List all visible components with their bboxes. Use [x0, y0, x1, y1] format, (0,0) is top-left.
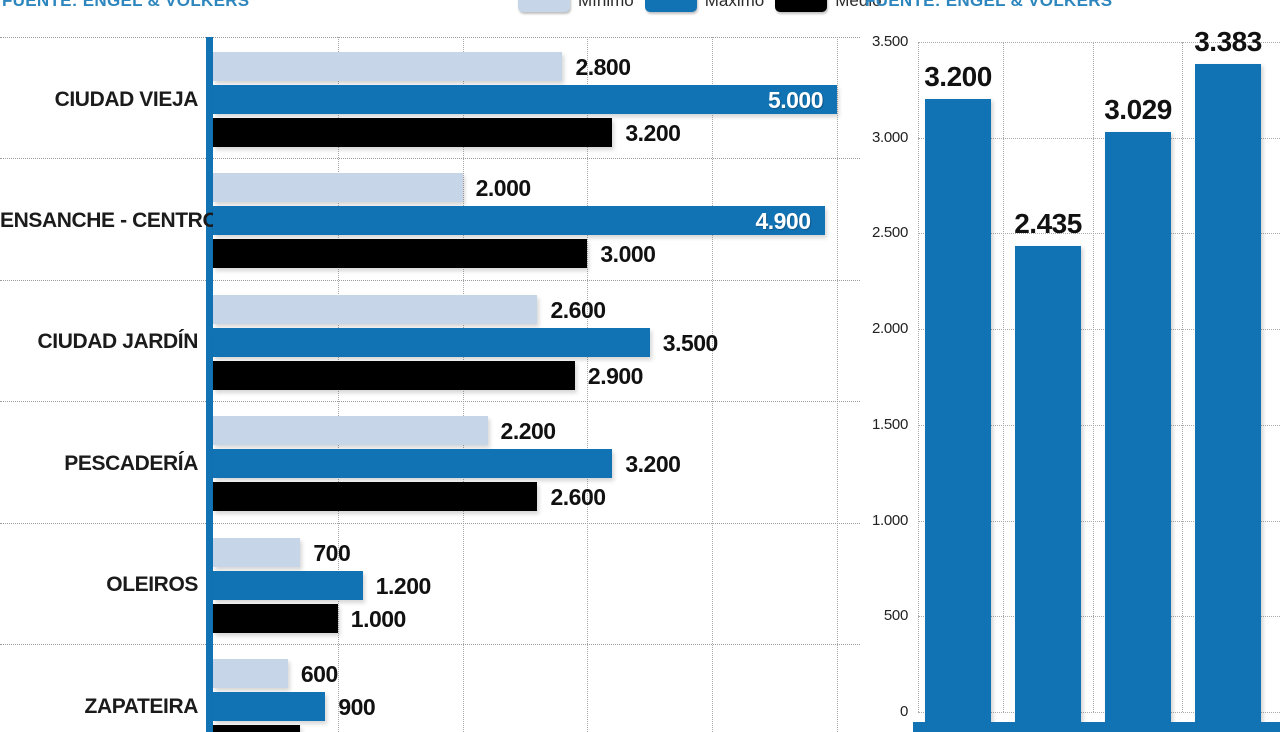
bar-minimo [213, 173, 463, 203]
bar-medio [213, 360, 575, 390]
bar-medio [213, 603, 338, 633]
vertical-bar [1105, 132, 1171, 732]
legend-swatch-medio [775, 0, 828, 12]
gridline-vertical [1182, 42, 1183, 712]
bar-maximo [213, 692, 326, 721]
bar-value-label: 2.435 [1014, 207, 1082, 239]
gridline-horizontal [918, 712, 1280, 713]
bar-maximo [213, 570, 363, 600]
legend-item-maximo: Máximo [644, 0, 765, 12]
bar-value-label: 2.800 [575, 54, 631, 80]
y-axis-tick-label: 3.000 [871, 128, 908, 146]
vertical-bar [925, 99, 991, 732]
row-separator [0, 644, 860, 645]
bar-medio [213, 482, 538, 512]
gridline-horizontal [918, 616, 1280, 618]
gridline-horizontal [918, 137, 1280, 139]
horizontal-bar-chart: CIUDAD VIEJA 2.800 5.000 3.200 ENSANCHE - CE… [0, 37, 860, 732]
bar-value-label: 700 [313, 539, 351, 566]
legend-swatch-minimo [518, 0, 570, 12]
bar-value-label: 2.000 [475, 175, 532, 202]
bar-value-label: 3.500 [662, 329, 719, 356]
gridline-horizontal [918, 233, 1280, 235]
bar-medio [213, 725, 301, 732]
bar-value-label: 3.383 [1194, 26, 1262, 58]
bar-minimo [213, 659, 288, 688]
y-axis-tick-label: 0 [899, 703, 908, 720]
legend-item-minimo: Mínimo [518, 0, 634, 12]
vertical-bar-chart: 3.500 3.000 2.500 2.000 1.500 1.000 500 0 3.200 2… [860, 0, 1280, 732]
gridline-vertical [1003, 42, 1004, 712]
y-axis-tick-label: 2.000 [871, 320, 908, 338]
gridline-vertical [587, 37, 589, 732]
category-label: ZAPATEIRA [84, 694, 199, 718]
vertical-bar [1195, 64, 1261, 732]
gridline-horizontal [918, 329, 1280, 331]
bar-maximo [213, 449, 613, 479]
legend-swatch-maximo [644, 0, 697, 12]
gridline-vertical [837, 37, 838, 732]
bar-maximo [213, 206, 825, 236]
row-separator [0, 37, 860, 38]
bar-value-label: 2.900 [587, 362, 644, 389]
category-label: CIUDAD JARDÍN [37, 330, 199, 354]
gridline-horizontal [918, 520, 1280, 522]
gridline-horizontal [918, 42, 1280, 43]
y-axis-tick-label: 2.500 [871, 224, 908, 242]
bar-value-label: 4.900 [755, 208, 811, 235]
y-axis-tick-label: 1.000 [871, 511, 908, 529]
legend-label-minimo: Mínimo [578, 0, 634, 10]
row-separator [0, 401, 860, 403]
bar-medio [213, 118, 613, 147]
row-separator [0, 158, 860, 160]
bar-value-label: 3.200 [625, 451, 681, 478]
source-credit-left: FUENTE: ENGEL & VOLKERS [2, 0, 250, 10]
bar-value-label: 2.600 [550, 296, 606, 323]
bar-value-label: 3.200 [924, 61, 992, 93]
bar-value-label: 900 [338, 694, 376, 720]
bar-value-label: 3.029 [1104, 94, 1172, 126]
legend: Mínimo Máximo Medio [518, 0, 893, 12]
bar-minimo [213, 537, 301, 567]
bar-maximo [213, 327, 650, 357]
y-axis-tick-label: 500 [883, 607, 908, 625]
row-separator [0, 279, 860, 281]
gridline-horizontal [918, 424, 1280, 426]
bar-value-label: 5.000 [767, 87, 824, 113]
bar-medio [213, 239, 588, 269]
source-credit-right: FUENTE: ENGEL & VOLKERS [865, 0, 1113, 10]
bar-value-label: 700 [313, 725, 350, 732]
legend-label-medio: Medio [835, 0, 882, 10]
category-label: CIUDAD VIEJA [54, 87, 199, 111]
category-label: PESCADERÍA [64, 451, 198, 475]
bar-value-label: 1.000 [350, 605, 407, 632]
bar-value-label: 3.200 [625, 120, 681, 146]
bar-minimo [213, 52, 563, 81]
bar-maximo [213, 85, 837, 114]
x-axis-baseline [913, 722, 1280, 732]
bar-minimo [213, 416, 488, 446]
bar-value-label: 600 [300, 661, 338, 687]
bar-value-label: 2.200 [500, 418, 557, 445]
row-separator [0, 522, 860, 524]
bar-value-label: 3.000 [600, 241, 656, 268]
gridline-vertical [918, 42, 919, 712]
gridline-vertical [1093, 42, 1094, 712]
legend-label-maximo: Máximo [704, 0, 765, 10]
legend-item-medio: Medio [775, 0, 882, 12]
vertical-bar [1015, 245, 1081, 732]
bar-value-label: 2.600 [550, 484, 606, 511]
gridline-vertical [712, 37, 714, 732]
category-label: ENSANCHE - CENTRO [0, 208, 219, 232]
y-axis-tick-label: 3.500 [871, 33, 908, 50]
y-axis-line [206, 37, 213, 732]
y-axis-tick-label: 1.500 [871, 415, 908, 433]
bar-minimo [213, 294, 538, 324]
category-label: OLEIROS [106, 573, 198, 597]
bar-value-label: 1.200 [375, 572, 432, 599]
